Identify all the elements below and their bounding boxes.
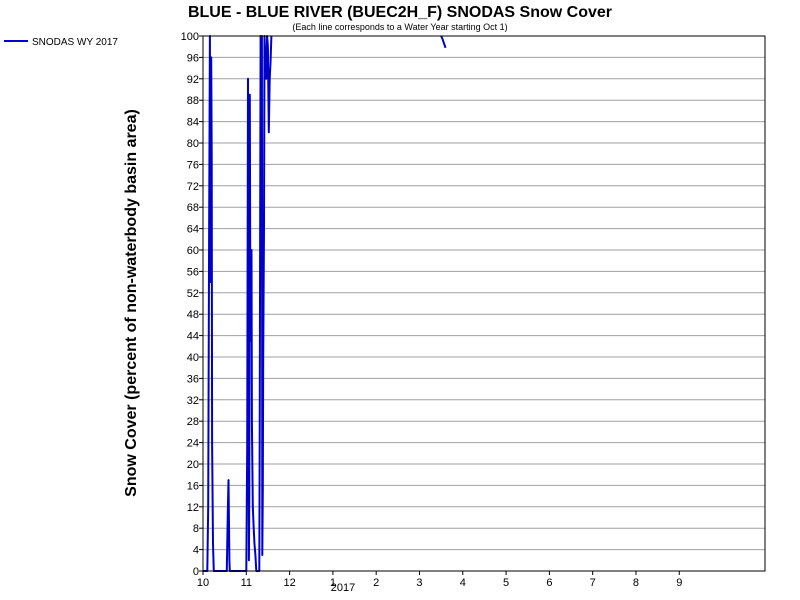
- y-tick-label: 60: [187, 245, 199, 257]
- y-tick-label: 100: [181, 31, 199, 43]
- y-tick-label: 32: [187, 395, 199, 407]
- y-tick-label: 76: [187, 159, 199, 171]
- x-tick-label: 11: [241, 577, 252, 589]
- x-tick-label: 4: [460, 577, 466, 589]
- y-tick-label: 4: [193, 545, 199, 557]
- x-axis-ticks: 10 11 12 1 2 3 4 5 6 7 8 9: [197, 571, 682, 589]
- y-tick-label: 88: [187, 95, 199, 107]
- y-tick-label: 96: [187, 52, 199, 64]
- y-tick-label: 24: [187, 438, 199, 450]
- x-tick-label: 6: [546, 577, 552, 589]
- y-tick-label: 68: [187, 202, 199, 214]
- x-tick-label: 3: [416, 577, 422, 589]
- x-tick-label: 7: [590, 577, 596, 589]
- x-tick-label: 1: [330, 577, 336, 589]
- x-tick-label: 2: [373, 577, 379, 589]
- chart-title: BLUE - BLUE RIVER (BUEC2H_F) SNODAS Snow…: [188, 4, 612, 21]
- x-tick-label: 12: [283, 577, 295, 589]
- y-tick-label: 80: [187, 138, 199, 150]
- legend: SNODAS WY 2017: [4, 37, 118, 48]
- series-line-segment: [440, 35, 447, 49]
- y-tick-label: 48: [187, 309, 199, 321]
- y-tick-label: 20: [187, 459, 199, 471]
- y-axis-ticks: 0481216202428323640444852566064687276808…: [181, 31, 203, 578]
- legend-label: SNODAS WY 2017: [32, 37, 118, 48]
- y-tick-label: 64: [187, 224, 199, 236]
- plot-area-border: [202, 35, 766, 572]
- x-year-label: 2017: [331, 582, 355, 594]
- x-tick-label: 5: [503, 577, 509, 589]
- y-tick-label: 8: [193, 523, 199, 535]
- y-tick-label: 12: [187, 502, 199, 514]
- y-tick-label: 72: [187, 181, 199, 193]
- series-line-segment: [203, 35, 273, 572]
- y-axis-label: Snow Cover (percent of non-waterbody bas…: [123, 109, 140, 497]
- y-tick-label: 36: [187, 373, 199, 385]
- y-tick-label: 28: [187, 416, 199, 428]
- x-tick-label: 10: [197, 577, 209, 589]
- chart-subtitle: (Each line corresponds to a Water Year s…: [292, 22, 507, 32]
- y-tick-label: 40: [187, 352, 199, 364]
- grid-lines: [203, 56, 765, 551]
- series-group: [203, 35, 447, 572]
- y-tick-label: 56: [187, 266, 199, 278]
- x-tick-label: 9: [676, 577, 682, 589]
- y-tick-label: 84: [187, 117, 199, 129]
- y-tick-label: 16: [187, 480, 199, 492]
- y-tick-label: 92: [187, 74, 199, 86]
- y-tick-label: 0: [193, 566, 199, 578]
- y-tick-label: 52: [187, 288, 199, 300]
- y-tick-label: 44: [187, 331, 199, 343]
- x-tick-label: 8: [633, 577, 639, 589]
